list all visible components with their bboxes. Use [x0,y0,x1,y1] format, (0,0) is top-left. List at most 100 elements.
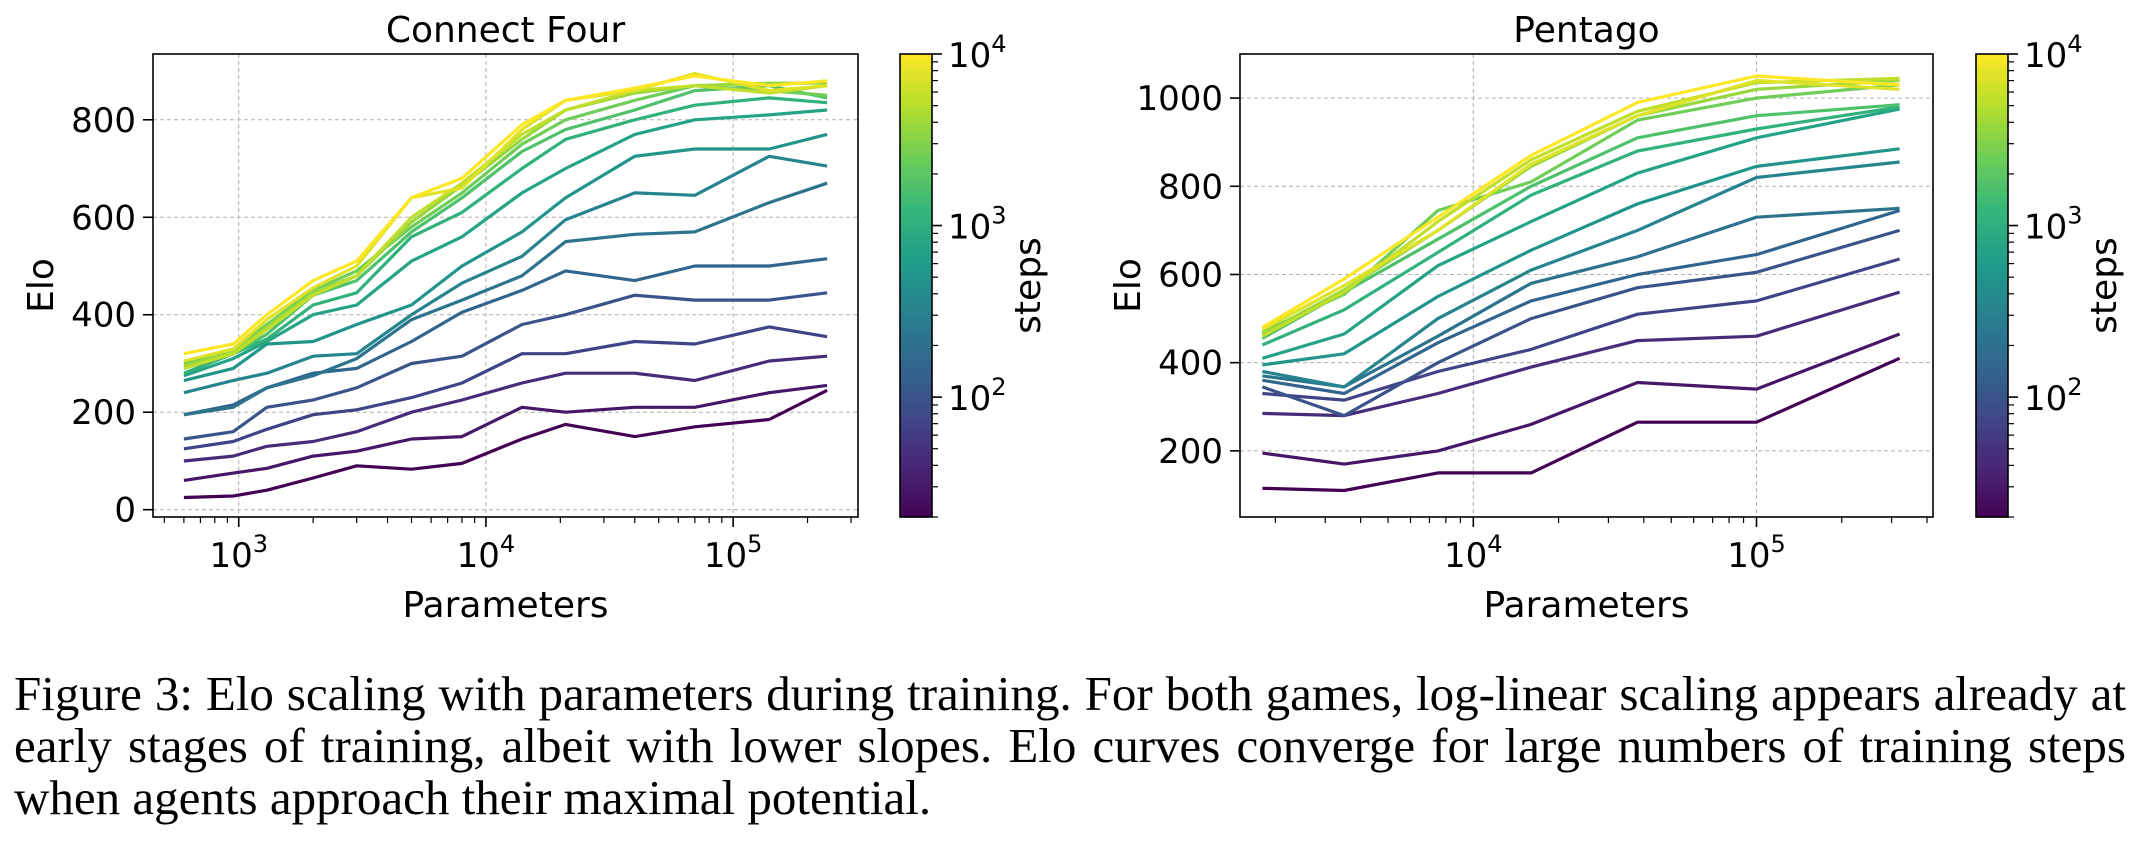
y-tick-label: 800 [1158,167,1223,207]
colorbar-segment [900,475,932,482]
colorbar-segment [900,336,932,343]
colorbar-segment [1976,316,2008,323]
colorbar-segment [900,126,932,132]
colorbar-segment [900,275,932,281]
x-tick-label: 104 [457,530,516,576]
colorbar-segment [1976,408,2008,415]
colorbar-segment [900,285,932,292]
colorbar-segment [900,290,932,297]
y-tick-label: 800 [71,101,136,141]
colorbar-segment [1976,347,2008,353]
colorbar-segment [1976,326,2008,333]
colorbar-tick-label: 102 [2024,373,2083,419]
colorbar-segment [1976,419,2008,425]
chart-2: 104 105 200 400 600 800 1000 Pentago Parameters E… [1108,10,2125,626]
colorbar-segment [900,295,932,302]
colorbar-segment [1976,429,2008,436]
colorbar-segment [900,429,932,436]
colorbar-segment [1976,100,2008,107]
colorbar-segment [1976,74,2008,81]
series-line-10 [183,108,828,378]
colorbar-segment [900,434,932,441]
series-line-2 [1262,332,1901,466]
colorbar-segment [900,198,932,204]
colorbar-segment [900,486,932,492]
series-line-8 [1262,160,1900,389]
colorbar-segment [1976,280,2008,287]
colorbar-segment [1976,367,2008,374]
colorbar-segment [900,347,932,353]
colorbar-segment [900,264,932,271]
chart-1: 103 104 105 0 200 400 600 800 Connect Four Parame… [21,10,1049,626]
colorbar-segment [900,167,932,173]
colorbar-segment [1976,491,2008,498]
colorbar-segment [1976,342,2008,348]
colorbar-segment [900,372,932,379]
colorbar-segment [1976,506,2008,513]
colorbar-segment [1976,290,2008,297]
plot-frame [1239,53,1934,518]
colorbar-segment [1976,64,2008,71]
colorbar-segment [900,182,932,189]
y-tick-label: 1000 [1136,79,1223,119]
colorbar-segment [1976,254,2008,261]
colorbar-segment [900,141,932,148]
colorbar-segment [1976,357,2008,364]
colorbar-segment [900,54,932,60]
colorbar-frame [899,53,933,518]
colorbar-segment [900,496,932,503]
colorbar-segment [900,100,932,107]
colorbar-segment [1976,172,2008,179]
colorbar-segment [900,506,932,513]
colorbar-segment [1976,264,2008,271]
x-tick-label: 104 [1444,530,1503,576]
colorbar-segment [900,419,932,425]
colorbar-segment [900,239,932,245]
colorbar-segment [1976,372,2008,379]
colorbar-tick-label: 103 [2024,202,2083,248]
colorbar-segment [1976,90,2008,96]
colorbar-segment [1976,228,2008,235]
colorbar-segment [1976,444,2008,451]
y-tick-label: 200 [1158,432,1223,472]
colorbar-segment [900,460,932,467]
colorbar-segment [900,393,932,400]
colorbar-segment [1976,383,2008,389]
colorbar-segment [1976,393,2008,400]
y-tick-label: 400 [71,296,136,336]
series-line-13 [1261,83,1900,334]
colorbar-segment [900,352,932,359]
colorbar-segment [1976,285,2008,292]
x-tick-label: 103 [209,530,268,576]
colorbar-segment [900,228,932,235]
colorbar-segment [1976,398,2008,405]
colorbar-segment [900,342,932,348]
colorbar: 102 103 104 steps [899,30,1049,518]
colorbar-segment [900,254,932,261]
colorbar-segment [1976,460,2008,467]
colorbar-segment [900,105,932,112]
x-axis-label: Parameters [402,585,608,626]
colorbar-segment [1976,362,2008,369]
colorbar-segment [1976,300,2008,307]
colorbar-segment [1976,306,2008,312]
series-line-1 [1262,356,1901,493]
colorbar-segment [1976,203,2008,209]
colorbar-segment [900,223,932,230]
colorbar-segment [1976,192,2008,199]
colorbar-segment [900,249,932,256]
colorbar-tick-label: 104 [948,30,1007,76]
colorbar-segment [900,84,932,91]
colorbar-segment [900,259,932,266]
colorbar-segment [1976,69,2008,76]
colorbar-segment [900,357,932,364]
colorbar-segment [1976,136,2008,143]
colorbar-segment [1976,259,2008,266]
colorbar-segment [1976,414,2008,420]
colorbar-segment [900,450,932,456]
series-line-1 [183,388,828,500]
colorbar-segment [1976,59,2008,65]
colorbar-segment [900,326,932,333]
colorbar-segment [900,131,932,137]
colorbar-segment [900,424,932,431]
